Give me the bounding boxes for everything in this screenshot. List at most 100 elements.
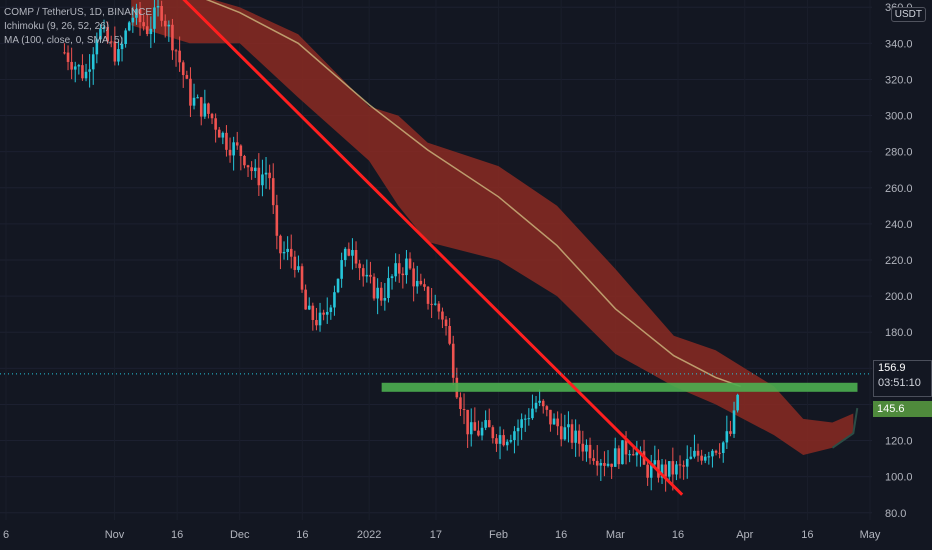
candle-up [523,418,527,420]
chart-legend: COMP / TetherUS, 1D, BINANCE Ichimoku (9… [4,6,152,48]
candle-up [124,30,127,44]
candle-down [181,62,185,76]
y-tick-label: 320.0 [885,74,913,86]
ichimoku-cloud [131,0,859,455]
candle-up [516,427,520,432]
candle-down [354,250,358,264]
x-tick-label: Dec [230,529,250,541]
candle-up [415,280,419,287]
candle-down [631,454,635,456]
candle-up [91,54,95,70]
candle-down [70,61,73,70]
candle-up [351,250,354,256]
annotations [0,0,872,496]
candle-down [289,248,293,257]
candle-down [347,248,351,256]
candle-up [297,266,300,270]
time-axis[interactable]: 6 Nov 16 Dec 16 2022 17 Feb 16 Mar 16 Apr 16 May [0,520,932,550]
candle-up [707,456,711,458]
price-axis-bg [872,0,932,550]
candle-up [333,292,336,308]
x-tick-label: 16 [801,529,813,541]
x-tick-label: 16 [171,529,183,541]
candle-down [487,420,491,428]
candle-up [340,260,343,279]
candle-up [736,394,739,411]
x-tick-label: 2022 [357,529,381,541]
candle-down [214,118,217,130]
candle-up [513,431,516,441]
candle-down [437,303,441,312]
candle-down [300,266,304,290]
ma-legend[interactable]: MA (100, close, 0, SMA, 5) [4,35,123,46]
candle-down [235,142,239,146]
candle-down [714,450,718,453]
candle-down [581,443,585,452]
candle-down [358,263,361,269]
candle-up [343,248,347,261]
candle-up [527,418,531,420]
candle-down [315,319,318,326]
candle-down [369,274,372,277]
bar-countdown: 03:51:10 [878,377,921,389]
candle-up [552,418,556,425]
candle-down [138,9,142,23]
candle-down [279,235,282,254]
candle-down [207,103,210,114]
chart-grid [0,6,872,514]
candle-down [473,422,477,431]
ichimoku-legend[interactable]: Ichimoku (9, 26, 52, 26) [4,21,110,32]
candle-up [135,9,138,18]
candle-down [570,424,574,443]
candle-down [646,464,649,478]
candle-up [376,287,379,299]
candle-down [448,325,451,344]
descending-trendline [182,0,684,496]
candle-up [84,71,88,79]
y-tick-label: 240.0 [885,219,913,231]
candle-up [336,278,340,293]
candle-up [282,251,286,254]
candles [63,0,739,492]
candle-up [390,276,394,279]
candle-down [610,463,613,467]
candle-down [293,256,297,270]
x-tick-label: 16 [296,529,308,541]
candle-down [502,435,505,446]
x-tick-label: 16 [555,529,567,541]
candle-up [574,430,577,443]
candle-down [696,450,700,456]
candle-up [203,103,207,117]
candle-down [250,167,253,172]
y-tick-label: 220.0 [885,255,913,267]
candle-down [664,464,667,477]
support-zone [381,382,858,392]
ma-price-tag: 145.6 [873,401,932,417]
candle-down [477,430,480,436]
candle-down [304,289,307,310]
y-tick-label: 200.0 [885,291,913,303]
candle-up [509,440,513,442]
cloud-area [131,0,854,455]
currency-badge[interactable]: USDT [890,7,926,22]
y-tick-label: 180.0 [885,327,913,339]
candle-up [99,28,102,40]
candle-down [559,426,563,440]
candle-down [185,75,189,79]
candle-down [624,440,628,455]
price-axis[interactable]: 80.0100.0120.0140.0160.0180.0200.0220.02… [872,0,932,550]
candle-down [171,24,174,51]
x-tick-label: 16 [672,529,684,541]
candle-up [307,305,311,310]
last-price-value: 156.9 [878,362,906,374]
candle-up [675,464,678,475]
candle-up [621,440,624,465]
candle-down [577,430,581,444]
candle-up [725,431,729,443]
candle-up [567,424,570,428]
candle-down [210,113,214,119]
symbol-title[interactable]: COMP / TetherUS, 1D, BINANCE [4,7,153,18]
candle-up [131,17,135,23]
candle-down [257,167,261,186]
